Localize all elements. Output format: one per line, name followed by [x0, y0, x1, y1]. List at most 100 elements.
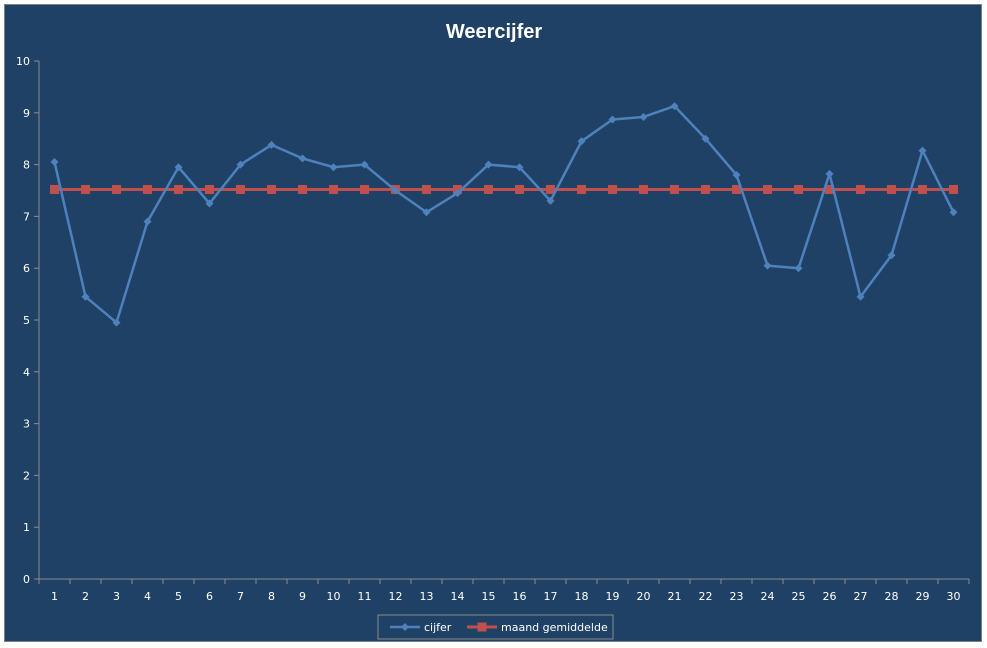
y-tick-label: 7 [23, 210, 30, 223]
y-tick-label: 0 [23, 573, 30, 586]
data-point-diamond [174, 163, 183, 172]
data-point-diamond [360, 160, 369, 169]
data-point-diamond [50, 158, 59, 167]
x-tick-label: 27 [854, 590, 868, 603]
data-point-square [329, 184, 338, 194]
x-tick-label: 6 [206, 590, 213, 603]
x-tick-label: 24 [761, 590, 775, 603]
data-point-diamond [856, 292, 865, 301]
legend-entry: maand gemiddelde [467, 621, 608, 634]
y-tick-label: 3 [23, 418, 30, 431]
data-point-diamond [422, 208, 431, 217]
data-point-square [577, 184, 586, 194]
data-point-square [112, 184, 121, 194]
x-tick-label: 13 [420, 590, 434, 603]
data-point-diamond [546, 196, 555, 205]
data-point-square [546, 184, 555, 194]
x-tick-label: 18 [575, 590, 589, 603]
data-point-square [732, 184, 741, 194]
data-point-diamond [391, 186, 400, 195]
legend-box [377, 614, 614, 640]
data-point-square [236, 184, 245, 194]
x-tick-label: 3 [113, 590, 120, 603]
data-point-square [794, 184, 803, 194]
data-point-diamond [794, 264, 803, 273]
data-point-square [143, 184, 152, 194]
y-tick-label: 8 [23, 159, 30, 172]
series-maand-gemiddelde [50, 184, 958, 194]
data-point-square [422, 184, 431, 194]
data-point-diamond [670, 102, 679, 111]
x-tick-label: 21 [668, 590, 682, 603]
x-tick-label: 2 [82, 590, 89, 603]
data-point-square [825, 184, 834, 194]
x-tick-label: 11 [358, 590, 372, 603]
legend-entry: cijfer [390, 621, 452, 634]
chart-area: Weercijfer 0 1 2 3 4 5 6 7 8 9 10 1 2 3 4 5 6 7 8 9 10 11 12 13… [4, 4, 982, 642]
y-tick-label: 10 [16, 55, 30, 68]
legend-marker-diamond [401, 623, 409, 631]
data-point-diamond [329, 163, 338, 172]
data-point-diamond [143, 217, 152, 226]
x-tick-label: 22 [699, 590, 713, 603]
x-tick-label: 9 [299, 590, 306, 603]
data-point-diamond [639, 112, 648, 121]
chart-title: Weercijfer [446, 21, 543, 43]
x-tick-label: 17 [544, 590, 558, 603]
data-point-diamond [205, 199, 214, 208]
data-point-square [174, 184, 183, 194]
data-point-square [856, 184, 865, 194]
legend-label: cijfer [424, 621, 452, 634]
series-cijfer [50, 102, 958, 327]
data-point-square [639, 184, 648, 194]
x-tick-label: 29 [916, 590, 930, 603]
legend-label: maand gemiddelde [501, 621, 608, 634]
data-point-square [50, 184, 59, 194]
data-point-square [670, 184, 679, 194]
x-tick-label: 5 [175, 590, 182, 603]
data-point-square [608, 184, 617, 194]
data-point-square [887, 184, 896, 194]
x-tick-label: 20 [637, 590, 651, 603]
data-point-square [298, 184, 307, 194]
series-line [53, 104, 955, 324]
data-point-diamond [577, 137, 586, 146]
data-point-square [267, 184, 276, 194]
x-tick-label: 25 [792, 590, 806, 603]
x-tick-label: 16 [513, 590, 527, 603]
data-point-square [81, 184, 90, 194]
data-point-diamond [267, 140, 276, 149]
x-tick-label: 14 [451, 590, 465, 603]
data-point-diamond [515, 163, 524, 172]
y-tick-label: 6 [23, 262, 30, 275]
y-tick-label: 1 [23, 521, 30, 534]
x-tick-label: 10 [327, 590, 341, 603]
x-tick-label: 30 [947, 590, 961, 603]
x-tick-label: 19 [606, 590, 620, 603]
data-point-square [918, 184, 927, 194]
data-point-square [763, 184, 772, 194]
x-tick-label: 15 [482, 590, 496, 603]
data-point-square [949, 184, 958, 194]
x-tick-label: 23 [730, 590, 744, 603]
data-point-diamond [484, 160, 493, 169]
series-layer [50, 102, 958, 327]
y-tick-label: 5 [23, 314, 30, 327]
x-tick-label: 7 [237, 590, 244, 603]
data-point-diamond [825, 169, 834, 178]
data-point-diamond [732, 170, 741, 179]
x-tick-label: 26 [823, 590, 837, 603]
legend-marker-square [477, 622, 487, 632]
data-point-diamond [701, 134, 710, 143]
data-point-diamond [608, 115, 617, 124]
x-tick-label: 12 [389, 590, 403, 603]
data-point-square [360, 184, 369, 194]
data-point-diamond [236, 160, 245, 169]
data-point-diamond [918, 146, 927, 155]
data-point-diamond [81, 292, 90, 301]
data-point-diamond [453, 189, 462, 198]
data-point-square [701, 184, 710, 194]
x-tick-label: 8 [268, 590, 275, 603]
